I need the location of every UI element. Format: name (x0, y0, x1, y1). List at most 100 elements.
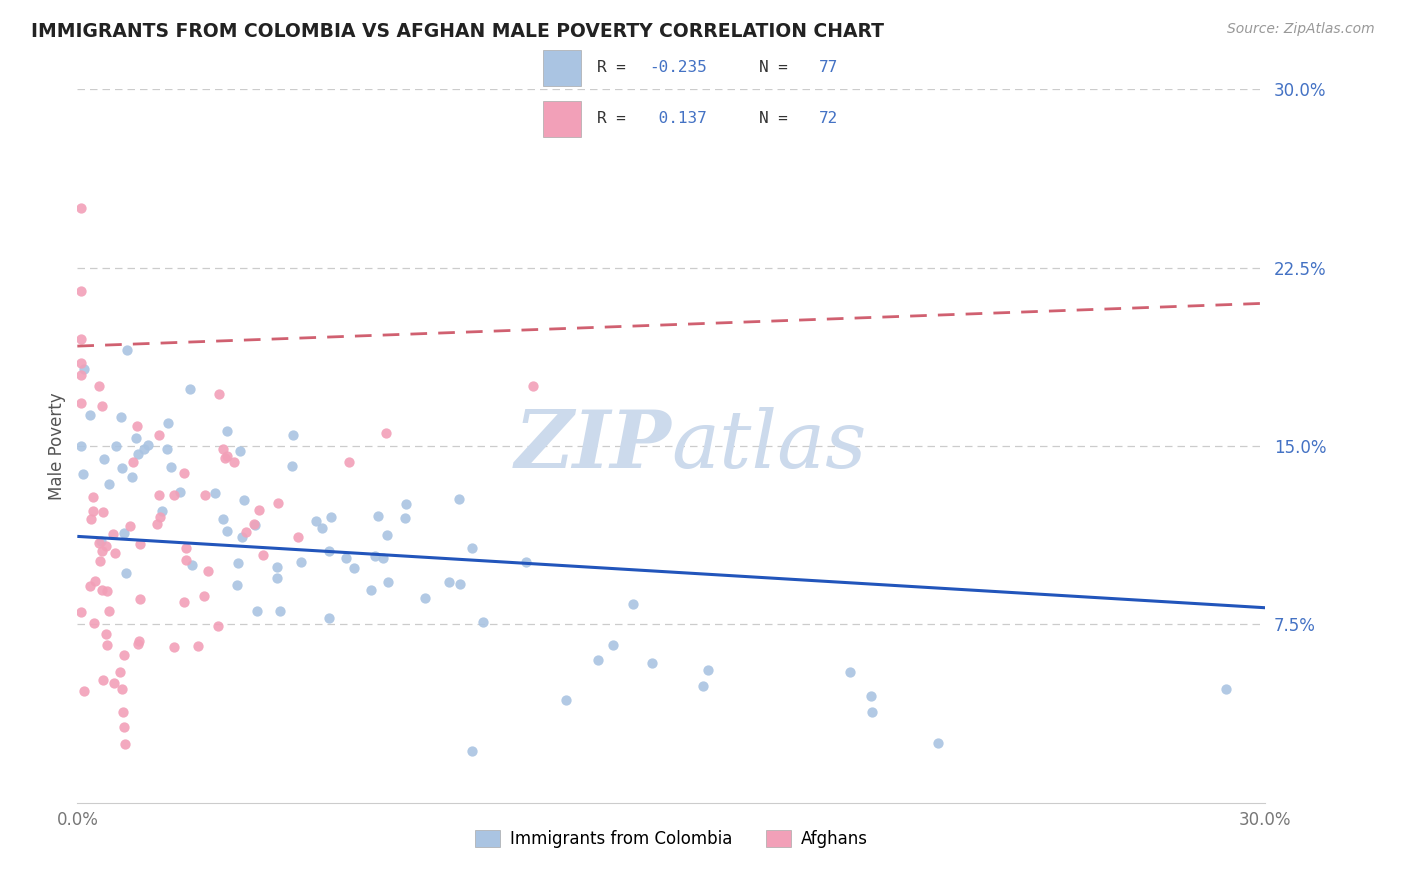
Point (371, 551, 394, 566)
Point (290, 556, 312, 570)
Bar (543, 101, 582, 137)
Point (461, 744, 484, 758)
Point (132, 442, 155, 456)
Point (91, 673, 114, 687)
Point (197, 564, 219, 578)
Point (111, 460, 134, 475)
Point (103, 526, 125, 541)
Point (377, 575, 399, 590)
Point (217, 450, 239, 464)
Point (232, 493, 254, 508)
Point (367, 509, 389, 524)
Point (318, 543, 340, 558)
Point (337, 455, 360, 469)
Point (84, 574, 107, 589)
Point (96, 584, 118, 599)
Point (94, 539, 117, 553)
Point (449, 491, 471, 506)
Point (125, 418, 148, 433)
Point (212, 442, 235, 456)
Point (112, 706, 135, 720)
Text: atlas: atlas (672, 408, 866, 484)
Point (515, 555, 537, 569)
Point (70, 396, 93, 410)
Point (80, 512, 103, 526)
Point (207, 619, 229, 633)
Point (148, 427, 170, 442)
Point (72, 467, 94, 482)
Point (108, 665, 131, 679)
Text: 72: 72 (820, 112, 838, 127)
Point (70, 356, 93, 370)
Point (281, 428, 304, 442)
Point (305, 514, 328, 528)
Text: ZIP: ZIP (515, 408, 672, 484)
Point (94, 626, 117, 640)
Point (156, 442, 179, 457)
Point (335, 550, 357, 565)
Point (121, 470, 143, 484)
Point (93, 451, 115, 466)
Point (269, 604, 291, 618)
Text: IMMIGRANTS FROM COLOMBIA VS AFGHAN MALE POVERTY CORRELATION CHART: IMMIGRANTS FROM COLOMBIA VS AFGHAN MALE … (31, 22, 884, 41)
Point (70, 332, 93, 346)
Point (70, 440, 93, 454)
Point (112, 526, 135, 541)
Point (82, 491, 104, 505)
Point (105, 440, 128, 454)
Point (375, 426, 398, 441)
Text: N =: N = (759, 112, 797, 127)
Point (415, 591, 437, 605)
Point (129, 537, 152, 551)
Point (97, 604, 120, 618)
Point (173, 466, 195, 480)
Point (522, 379, 544, 393)
Point (246, 604, 269, 618)
Text: 77: 77 (820, 60, 838, 75)
Point (394, 511, 416, 525)
Point (375, 528, 398, 542)
Point (311, 520, 333, 534)
Point (79, 408, 101, 422)
Point (114, 737, 136, 751)
Point (176, 553, 198, 567)
Point (125, 431, 148, 445)
Point (226, 556, 249, 570)
Point (267, 496, 290, 510)
Point (174, 541, 197, 555)
Point (859, 689, 882, 703)
Point (96, 638, 118, 652)
Point (87, 536, 110, 550)
Point (118, 518, 141, 533)
Point (122, 454, 145, 468)
Point (217, 425, 239, 439)
Point (103, 676, 125, 690)
Point (129, 591, 152, 606)
Point (163, 640, 186, 654)
Point (89, 554, 111, 568)
Point (214, 451, 236, 466)
Point (321, 509, 343, 524)
Point (226, 578, 249, 592)
Point (70, 605, 93, 619)
Text: -0.235: -0.235 (650, 60, 707, 75)
Point (111, 681, 134, 696)
Point (91, 505, 114, 519)
Point (83, 615, 105, 630)
Point (360, 582, 382, 597)
Point (187, 640, 209, 654)
Point (70, 285, 93, 299)
Point (471, 615, 494, 629)
Point (208, 387, 231, 401)
Point (839, 665, 862, 679)
Point (90, 534, 112, 549)
Point (217, 524, 239, 538)
Point (110, 410, 132, 425)
Point (91, 544, 114, 558)
Legend: Immigrants from Colombia, Afghans: Immigrants from Colombia, Afghans (468, 823, 875, 855)
Point (112, 648, 135, 663)
Point (87, 379, 110, 393)
Point (163, 488, 186, 502)
Point (437, 574, 460, 589)
Point (127, 448, 149, 462)
